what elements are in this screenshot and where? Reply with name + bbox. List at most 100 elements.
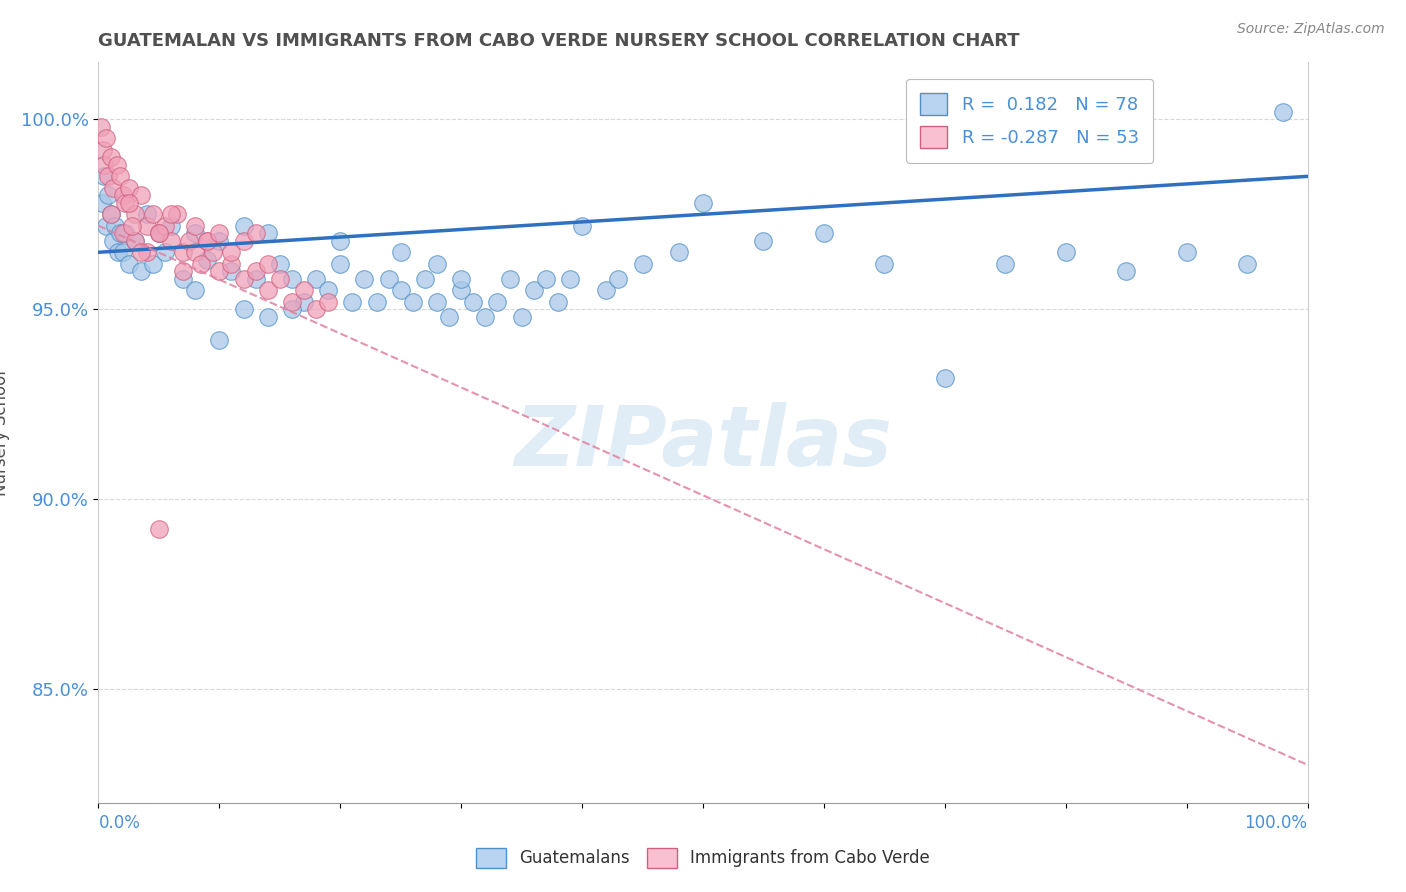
Point [118, 257, 141, 271]
Point [292, 283, 315, 297]
Point [450, 283, 472, 297]
Point [129, 264, 152, 278]
Point [91, 195, 114, 210]
Point [202, 245, 225, 260]
Legend: Guatemalans, Immigrants from Cabo Verde: Guatemalans, Immigrants from Cabo Verde [470, 841, 936, 875]
Point [172, 245, 194, 260]
Point [558, 272, 581, 286]
Point [111, 227, 134, 241]
Point [184, 227, 207, 241]
Point [232, 272, 254, 286]
Point [305, 272, 328, 286]
Point [160, 219, 183, 233]
Text: GUATEMALAN VS IMMIGRANTS FROM CABO VERDE NURSERY SCHOOL CORRELATION CHART: GUATEMALAN VS IMMIGRANTS FROM CABO VERDE… [98, 32, 1019, 50]
Point [135, 245, 157, 260]
Point [108, 169, 131, 184]
Point [523, 283, 546, 297]
Point [1175, 245, 1198, 260]
Point [934, 370, 956, 384]
Point [172, 272, 194, 286]
Point [366, 294, 388, 309]
Point [135, 207, 157, 221]
Point [463, 294, 485, 309]
Point [195, 234, 218, 248]
Point [105, 158, 128, 172]
Point [172, 264, 194, 278]
Point [256, 257, 278, 271]
Point [221, 257, 243, 271]
Point [160, 234, 183, 248]
Point [148, 227, 170, 241]
Point [413, 272, 436, 286]
Point [426, 257, 449, 271]
Point [510, 310, 533, 324]
Point [135, 219, 157, 233]
Point [1054, 245, 1077, 260]
Point [450, 272, 472, 286]
Point [124, 234, 146, 248]
Point [97, 188, 120, 202]
Point [129, 245, 152, 260]
Point [668, 245, 690, 260]
Point [269, 257, 291, 271]
Point [114, 227, 136, 241]
Point [97, 169, 120, 184]
Legend: R =  0.182   N = 78, R = -0.287   N = 53: R = 0.182 N = 78, R = -0.287 N = 53 [905, 78, 1153, 162]
Point [93, 169, 115, 184]
Point [184, 245, 207, 260]
Point [121, 219, 143, 233]
Point [208, 264, 231, 278]
Point [402, 294, 425, 309]
Point [547, 294, 569, 309]
Point [256, 283, 278, 297]
Point [148, 523, 170, 537]
Point [329, 234, 352, 248]
Point [752, 234, 775, 248]
Point [692, 195, 714, 210]
Point [94, 219, 117, 233]
Point [377, 272, 399, 286]
Point [353, 272, 375, 286]
Point [873, 257, 896, 271]
Point [1236, 257, 1258, 271]
Point [101, 180, 124, 194]
Point [107, 245, 129, 260]
Point [118, 180, 141, 194]
Point [195, 252, 218, 267]
Point [184, 219, 207, 233]
Point [534, 272, 557, 286]
Point [142, 207, 165, 221]
Point [114, 195, 136, 210]
Point [100, 150, 122, 164]
Point [90, 120, 112, 134]
Point [269, 272, 291, 286]
Point [994, 257, 1017, 271]
Point [208, 234, 231, 248]
Point [305, 302, 328, 317]
Point [208, 333, 231, 347]
Point [179, 234, 201, 248]
Point [329, 257, 352, 271]
Point [190, 257, 212, 271]
Point [111, 245, 134, 260]
Point [389, 245, 412, 260]
Point [153, 219, 176, 233]
Point [245, 272, 267, 286]
Point [93, 158, 115, 172]
Text: ZIPatlas: ZIPatlas [515, 401, 891, 483]
Point [232, 302, 254, 317]
Point [124, 207, 146, 221]
Point [245, 264, 267, 278]
Point [142, 257, 165, 271]
Point [148, 227, 170, 241]
Point [437, 310, 460, 324]
Point [1272, 104, 1295, 119]
Point [316, 294, 339, 309]
Point [101, 234, 124, 248]
Point [124, 234, 146, 248]
Point [486, 294, 509, 309]
Text: 100.0%: 100.0% [1244, 814, 1308, 832]
Point [607, 272, 630, 286]
Point [232, 219, 254, 233]
Point [129, 188, 152, 202]
